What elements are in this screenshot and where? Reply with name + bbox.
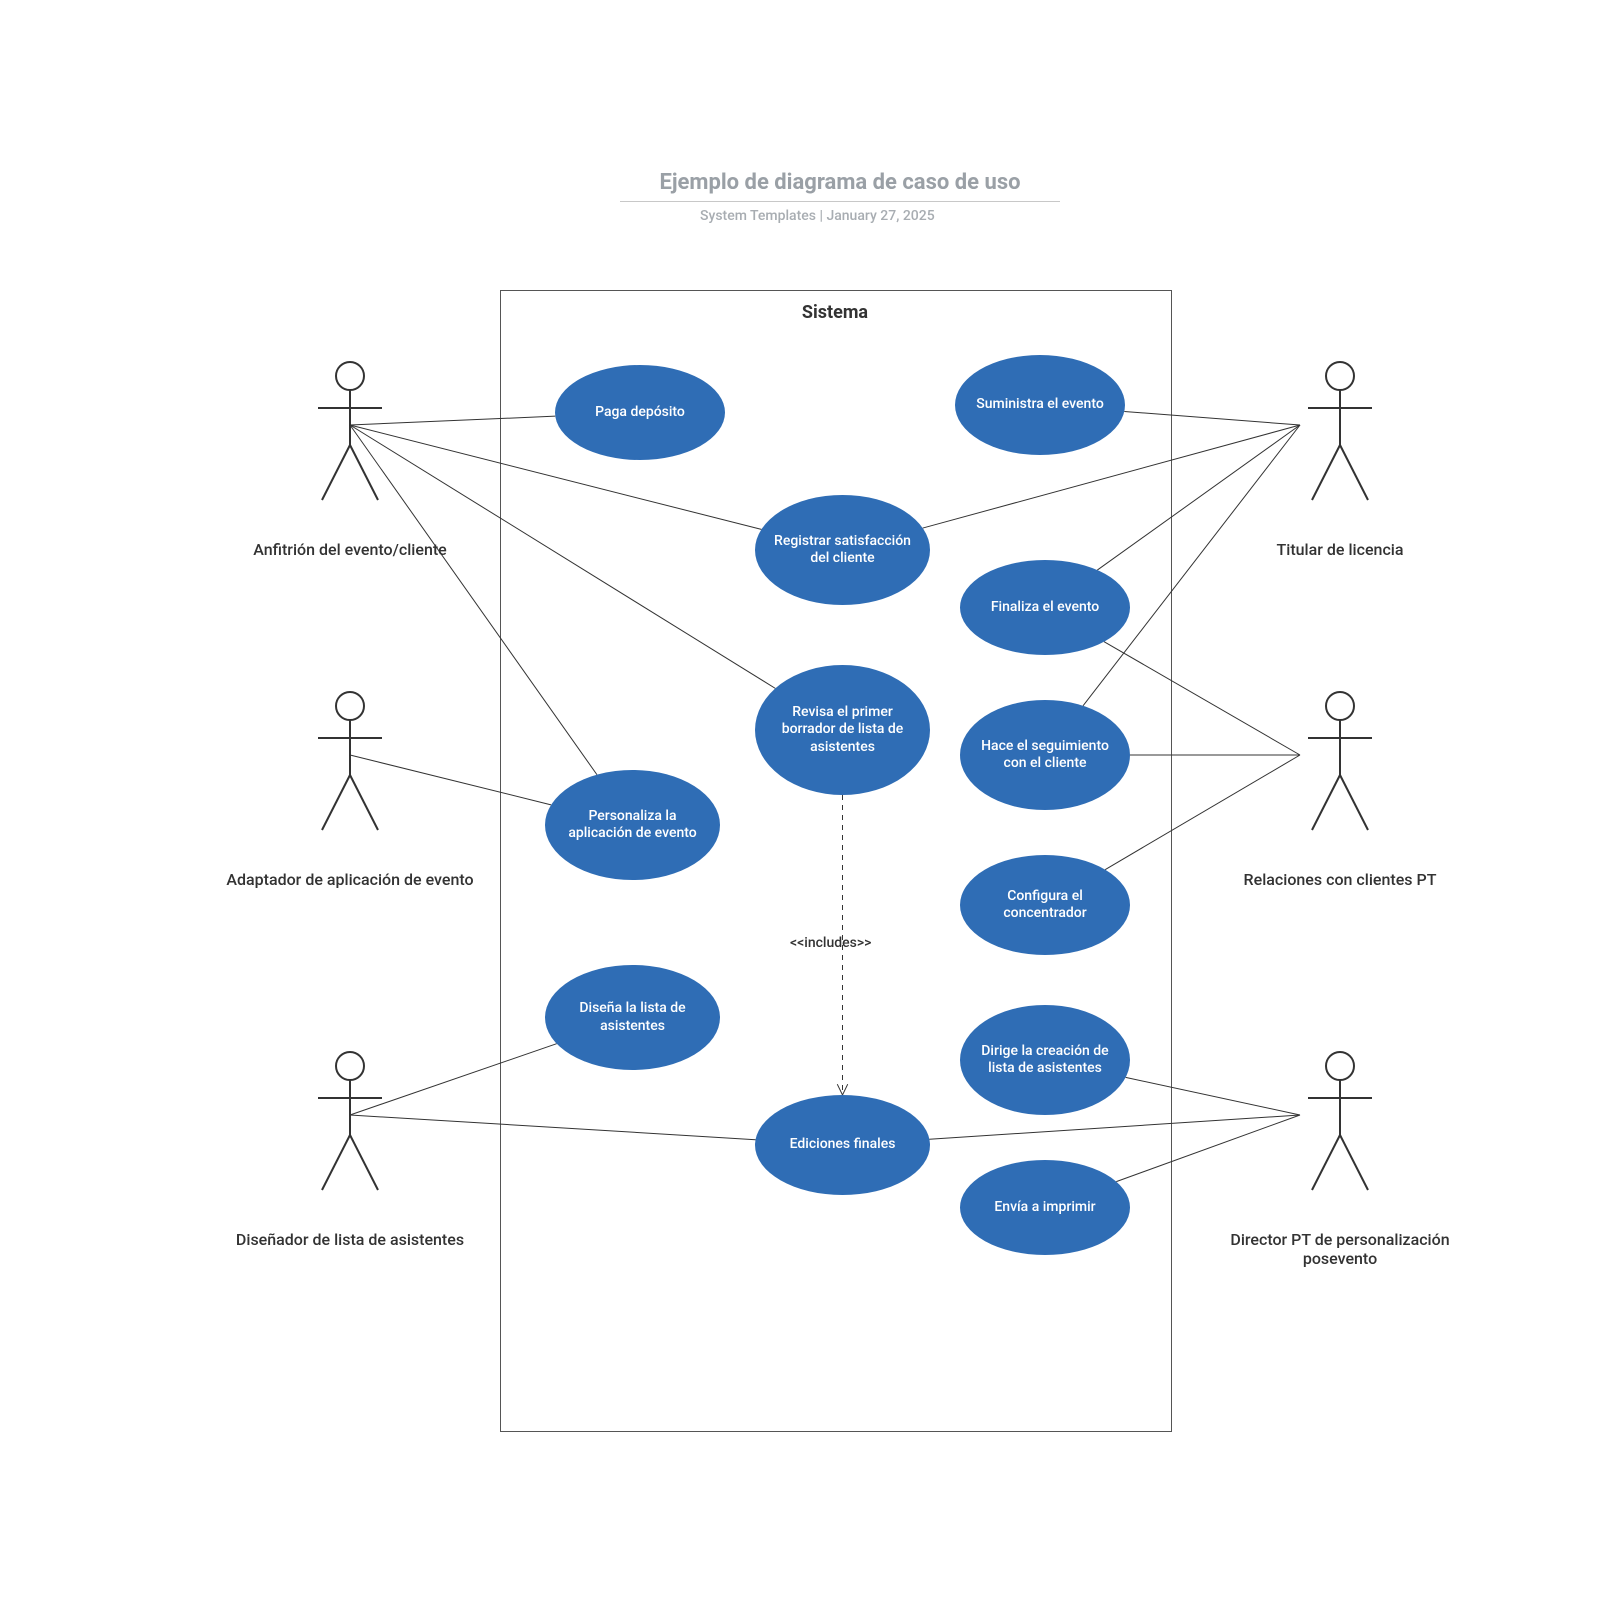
usecase-dirige: Dirige la creación de lista de asistente… [960, 1005, 1130, 1115]
usecase-hace: Hace el seguimiento con el cliente [960, 700, 1130, 810]
diagram-stage: Ejemplo de diagrama de caso de uso Syste… [0, 0, 1600, 1600]
actor-label-titular: Titular de licencia [1230, 540, 1450, 559]
usecase-paga: Paga depósito [555, 365, 725, 460]
usecase-envia: Envía a imprimir [960, 1160, 1130, 1255]
actor-label-anfitrion: Anfitrión del evento/cliente [220, 540, 480, 559]
usecase-suministra: Suministra el evento [955, 355, 1125, 455]
usecase-configura: Configura el concentrador [960, 855, 1130, 955]
usecase-revisa: Revisa el primer borrador de lista de as… [755, 665, 930, 795]
actor-label-disenador: Diseñador de lista de asistentes [220, 1230, 480, 1249]
actor-label-relaciones: Relaciones con clientes PT [1210, 870, 1470, 889]
edges-layer [0, 0, 1600, 1600]
usecase-personaliza: Personaliza la aplicación de evento [545, 770, 720, 880]
usecase-finaliza: Finaliza el evento [960, 560, 1130, 655]
usecase-disena: Diseña la lista de asistentes [545, 965, 720, 1070]
includes-label: <<includes>> [790, 935, 871, 951]
usecase-ediciones: Ediciones finales [755, 1095, 930, 1195]
actor-label-director: Director PT de personalización posevento [1210, 1230, 1470, 1268]
actor-label-adaptador: Adaptador de aplicación de evento [220, 870, 480, 889]
usecase-registrar: Registrar satisfacción del cliente [755, 495, 930, 605]
